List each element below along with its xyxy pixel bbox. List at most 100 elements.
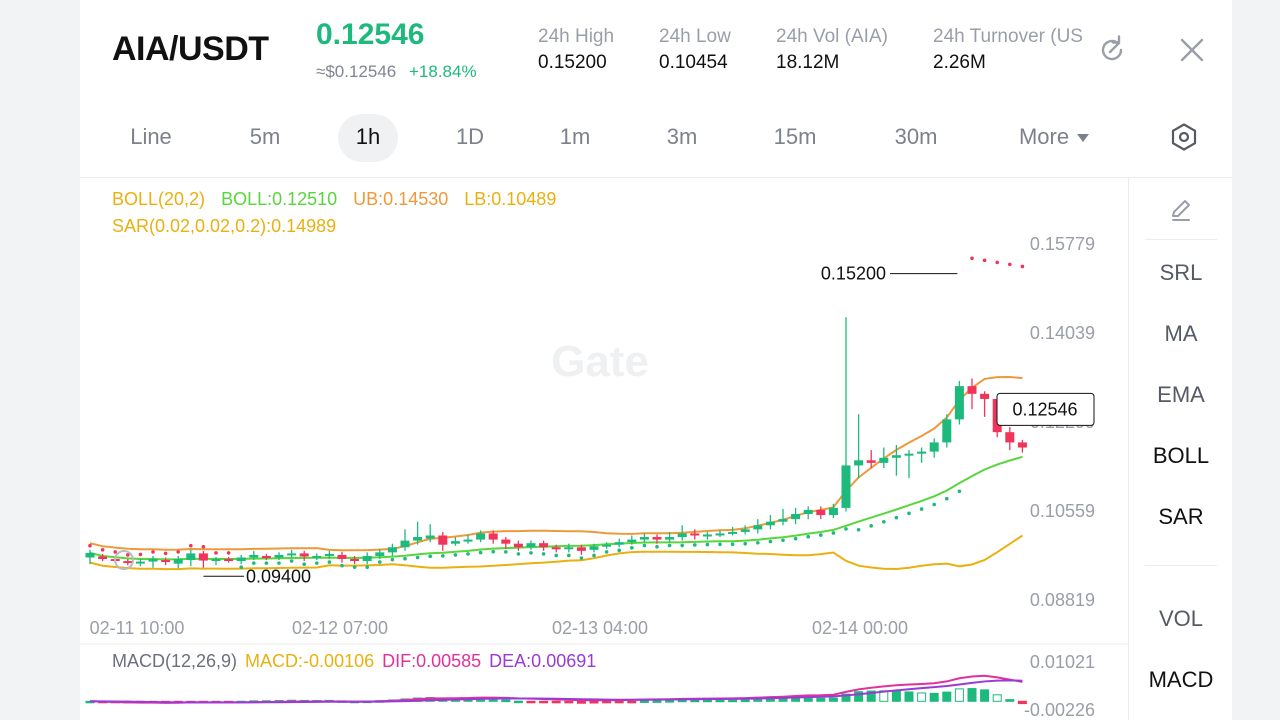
sar-dot xyxy=(1008,262,1012,267)
sar-dot xyxy=(932,502,936,507)
sar-dot xyxy=(315,561,319,565)
divider xyxy=(80,177,1232,178)
sar-dot xyxy=(491,549,496,554)
candle-body xyxy=(236,557,246,562)
price-tick-label: 0.10559 xyxy=(1030,501,1095,521)
candle-body xyxy=(337,554,347,560)
sar-dot xyxy=(113,550,117,554)
indicator-vol[interactable]: VOL xyxy=(1158,606,1204,631)
candle-body xyxy=(161,560,171,563)
sar-dot xyxy=(982,258,987,263)
macd-histogram-bar xyxy=(501,699,511,703)
candle-body xyxy=(287,553,297,556)
candle-body xyxy=(904,453,914,456)
close-icon[interactable] xyxy=(1176,34,1208,66)
pair-title: AIA/USDT xyxy=(112,30,269,68)
tab-1d[interactable]: 1D xyxy=(455,124,485,149)
sar-dot xyxy=(995,260,999,265)
candle-body xyxy=(702,534,712,537)
more-label: More xyxy=(1018,124,1070,149)
boll-name: BOLL(20,2) xyxy=(112,189,206,209)
sar-dot xyxy=(945,496,949,501)
candle-body xyxy=(677,533,687,538)
indicator-srl[interactable]: SRL xyxy=(1159,260,1203,285)
macd-histogram-bar xyxy=(1017,700,1027,705)
boll-mid-line xyxy=(89,455,1023,561)
pencil-icon[interactable] xyxy=(1167,196,1195,224)
macd-histogram-bar xyxy=(614,700,624,704)
chart-panel xyxy=(80,0,1232,720)
macd-histogram-bar xyxy=(715,699,725,703)
stat-volume: 24h Vol (AIA) 18.12M xyxy=(776,26,888,74)
price-tick-label: 0.14039 xyxy=(1030,323,1095,343)
macd-histogram-bar xyxy=(728,699,738,703)
candle-body xyxy=(791,514,801,520)
macd-histogram-bar xyxy=(791,697,801,702)
macd-histogram-bar xyxy=(778,698,788,702)
macd-histogram-bar xyxy=(576,700,586,704)
sar-dot xyxy=(378,560,382,564)
price-tick-label: 0.15779 xyxy=(1030,234,1095,254)
sar-dot xyxy=(856,527,861,532)
sar-dot xyxy=(100,548,105,552)
low-marker-label: 0.09400 xyxy=(246,566,311,586)
hexagon-settings-icon[interactable] xyxy=(1168,121,1200,153)
sar-dot xyxy=(516,552,521,556)
stat-value: 18.12M xyxy=(776,52,840,73)
candle-body xyxy=(173,559,183,564)
macd-histogram-bar xyxy=(665,700,675,703)
time-tick-label: 02-12 07:00 xyxy=(292,618,388,638)
candle-body xyxy=(778,519,788,522)
candle-body xyxy=(224,559,234,562)
watermark-logo: Gate xyxy=(551,337,649,386)
sar-legend: SAR(0.02,0.02,0.2):0.14989 xyxy=(112,216,337,236)
sar-dot xyxy=(126,553,130,557)
sar-dot xyxy=(919,507,924,511)
candle-body xyxy=(438,535,448,545)
indicator-macd[interactable]: MACD xyxy=(1148,667,1214,692)
sar-dot xyxy=(705,542,710,547)
sar-dot xyxy=(844,527,848,531)
candle-body xyxy=(123,561,133,564)
indicator-boll[interactable]: BOLL xyxy=(1152,443,1210,468)
tab-1m[interactable]: 1m xyxy=(559,124,591,149)
sar-dot xyxy=(504,550,508,554)
sar-dot xyxy=(970,256,974,261)
macd-histogram-bar xyxy=(803,697,813,702)
sar-dot xyxy=(667,543,672,548)
indicator-sar[interactable]: SAR xyxy=(1158,504,1204,529)
tab-15m[interactable]: 15m xyxy=(773,124,817,149)
sar-dot xyxy=(264,561,269,565)
sar-dot xyxy=(478,550,483,555)
tab-line[interactable]: Line xyxy=(130,124,172,149)
macd-name: MACD(12,26,9) xyxy=(112,651,238,671)
boll-mid: BOLL:0.12510 xyxy=(221,189,338,209)
sar-dot xyxy=(226,551,231,555)
sar-dot xyxy=(642,543,647,548)
current-price-label: 0.12546 xyxy=(1012,399,1077,419)
candle-body xyxy=(362,555,372,562)
refresh-icon[interactable] xyxy=(1096,34,1128,66)
indicator-ma[interactable]: MA xyxy=(1164,321,1198,346)
dea-value: DEA:0.00691 xyxy=(489,651,597,671)
candlestick-chart[interactable]: Gate 0.157790.140390.122990.105590.08819… xyxy=(0,0,1128,720)
tab-3m[interactable]: 3m xyxy=(666,124,698,149)
tab-5m[interactable]: 5m xyxy=(249,124,281,149)
dif-value: DIF:0.00585 xyxy=(382,651,482,671)
tab-1h[interactable]: 1h xyxy=(338,114,398,162)
caret-down-icon xyxy=(1077,134,1090,143)
macd-histogram-bar xyxy=(980,689,990,702)
more-dropdown[interactable]: More xyxy=(1004,114,1104,162)
stat-value: 0.15200 xyxy=(538,52,607,73)
macd-histogram-bar xyxy=(564,700,574,704)
candle-body xyxy=(135,561,145,564)
indicator-ema[interactable]: EMA xyxy=(1157,382,1205,407)
boll-lower-line xyxy=(89,534,1023,571)
macd-histogram-bar xyxy=(589,700,599,704)
divider xyxy=(1145,239,1217,240)
sar-dot xyxy=(466,552,470,556)
candle-body xyxy=(539,543,549,548)
tab-30m[interactable]: 30m xyxy=(894,124,938,149)
sar-dot xyxy=(365,565,370,570)
sar-dot xyxy=(554,553,558,558)
